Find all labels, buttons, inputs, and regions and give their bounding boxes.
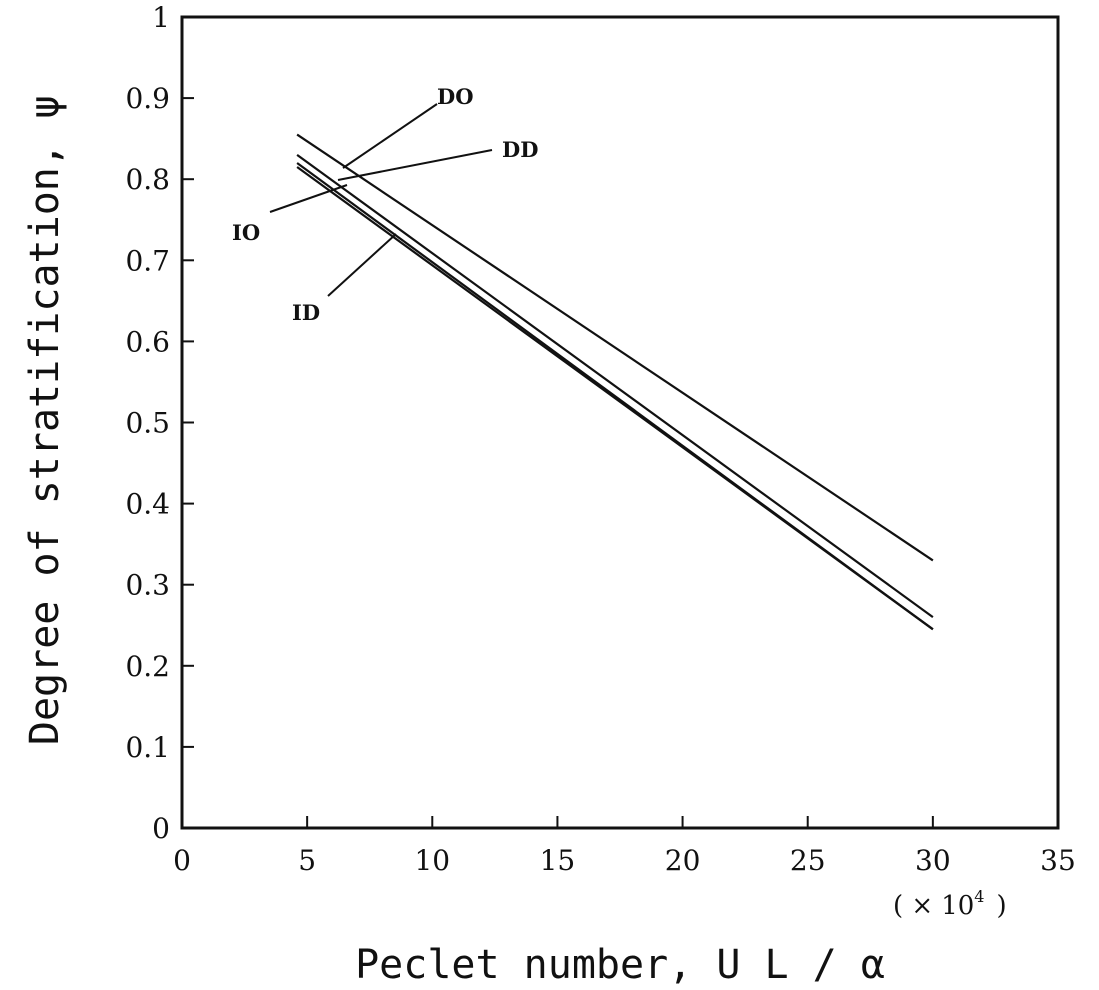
x-tick-label: 15 [540, 844, 576, 877]
x-tick-label: 35 [1040, 844, 1076, 877]
x-axis-title: Peclet number, U L / α [355, 942, 885, 988]
y-axis-title: Degree of stratification, ψ [22, 95, 68, 745]
multiplier-open: ( × [893, 891, 933, 921]
leader-line-id [327, 233, 397, 297]
series-callouts: DO DD IO ID [232, 84, 538, 325]
series-label-dd: DD [502, 137, 538, 162]
x-axis-multiplier: ( × 104) [893, 887, 1007, 921]
x-tick-label: 5 [298, 844, 316, 877]
y-axis-ticks: 0 0.1 0.2 0.3 0.4 0.5 0.6 0.7 0.8 0.9 1 [125, 1, 194, 845]
leader-line-do [342, 103, 438, 169]
y-tick-label: 0.1 [125, 731, 170, 764]
y-tick-label: 0 [152, 812, 170, 845]
y-tick-label: 0.2 [125, 650, 170, 683]
y-tick-label: 0.3 [125, 569, 170, 602]
series-label-id: ID [292, 300, 320, 325]
series-lines [296, 133, 934, 631]
multiplier-close: ) [996, 891, 1006, 921]
series-line-id [296, 166, 934, 631]
x-tick-label: 30 [915, 844, 951, 877]
series-line-do [296, 133, 934, 562]
leader-line-dd [337, 149, 493, 181]
x-tick-label: 25 [790, 844, 826, 877]
series-label-do: DO [437, 84, 474, 109]
x-tick-label: 0 [173, 844, 191, 877]
y-tick-label: 1 [152, 1, 170, 34]
y-tick-label: 0.5 [125, 407, 170, 440]
leader-line-io [269, 184, 348, 213]
multiplier-base: 10 [941, 891, 974, 921]
y-tick-label: 0.7 [125, 244, 170, 277]
multiplier-exponent: 4 [974, 887, 984, 906]
y-tick-label: 0.9 [125, 82, 170, 115]
series-label-io: IO [232, 220, 260, 245]
y-tick-label: 0.8 [125, 163, 170, 196]
x-tick-label: 20 [665, 844, 701, 877]
series-line-dd [296, 154, 934, 618]
x-tick-label: 10 [414, 844, 450, 877]
y-tick-label: 0.6 [125, 325, 170, 358]
x-axis-ticks: 0 5 10 15 20 25 30 35 [173, 816, 1076, 877]
plot-frame [180, 15, 1060, 830]
y-tick-label: 0.4 [125, 488, 170, 521]
